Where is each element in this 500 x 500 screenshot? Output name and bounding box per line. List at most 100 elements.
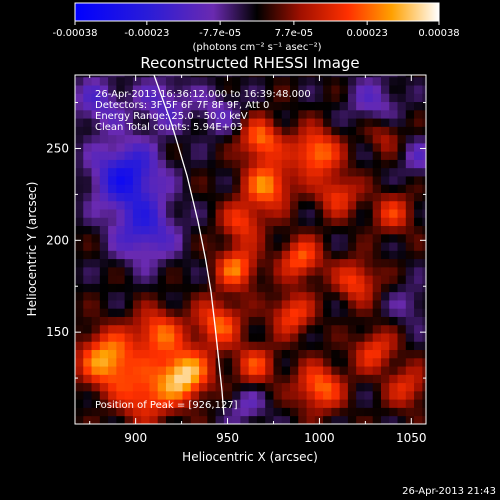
heatmap-cell-785	[165, 266, 175, 276]
heatmap-cell-432	[91, 333, 101, 342]
heatmap-cell-490	[215, 324, 225, 334]
heatmap-cell-1069	[380, 217, 390, 227]
heatmap-cell-393	[124, 341, 134, 351]
heatmap-cell-480	[132, 324, 142, 334]
heatmap-cell-467	[380, 333, 390, 342]
heatmap-cell-247	[339, 374, 349, 384]
heatmap-cell-551	[364, 316, 374, 326]
heatmap-cell-1173	[174, 192, 183, 202]
heatmap-cell-1602	[165, 109, 175, 119]
heatmap-cell-555	[397, 316, 407, 326]
heatmap-cell-15	[199, 415, 208, 424]
heatmap-cell-1409	[347, 151, 357, 160]
heatmap-cell-1048	[207, 217, 216, 227]
heatmap-cell-1114	[397, 209, 407, 218]
heatmap-cell-510	[380, 324, 390, 334]
heatmap-cell-610	[141, 300, 150, 309]
heatmap-cell-1648	[190, 101, 200, 111]
heatmap-cell-1432	[182, 142, 192, 152]
heatmap-cell-484	[165, 324, 175, 334]
heatmap-cell-1700	[265, 93, 274, 103]
heatmap-cell-1695	[223, 93, 233, 103]
heatmap-cell-64	[248, 407, 258, 417]
heatmap-cell-532	[207, 316, 216, 326]
heatmap-cell-912	[149, 242, 159, 251]
heatmap-cell-1444	[281, 142, 291, 152]
heatmap-cell-1146	[306, 200, 316, 210]
heatmap-cell-1826	[240, 75, 250, 78]
heatmap-cell-810	[372, 266, 382, 276]
heatmap-cell-634	[339, 300, 349, 309]
heatmap-cell-598	[397, 308, 407, 317]
heatmap-cell-1225	[248, 184, 258, 193]
heatmap-cell-1268	[248, 176, 258, 185]
heatmap-cell-1216	[174, 184, 183, 193]
heatmap-cell-1232	[306, 184, 316, 193]
heatmap-cell-1540	[364, 126, 374, 136]
heatmap-cell-645	[75, 291, 84, 301]
heatmap-cell-1392	[207, 151, 216, 160]
heatmap-cell-522	[124, 316, 134, 326]
heatmap-cell-782	[141, 266, 150, 276]
heatmap-cell-1665	[331, 101, 341, 111]
heatmap-cell-1053	[248, 217, 258, 227]
heatmap-cell-1290	[75, 167, 84, 177]
heatmap-cell-841	[273, 258, 283, 268]
heatmap-cell-1300	[157, 167, 167, 177]
heatmap-cell-13	[182, 415, 192, 424]
heatmap-cell-1273	[290, 176, 299, 185]
heatmap-cell-740	[149, 275, 159, 284]
heatmap-cell-1802	[397, 76, 407, 86]
heatmap-cell-538	[256, 316, 266, 326]
heatmap-cell-1489	[298, 134, 307, 144]
heatmap-cell-1161	[75, 192, 84, 202]
heatmap-cell-272	[190, 366, 200, 375]
heatmap-cell-213	[414, 382, 423, 392]
heatmap-cell-1343	[157, 159, 167, 169]
heatmap-cell-1798	[364, 76, 374, 86]
heatmap-cell-1558	[157, 118, 167, 127]
heatmap-cell-392	[116, 341, 126, 351]
heatmap-cell-1684	[132, 93, 142, 103]
heatmap-cell-1356	[265, 159, 274, 169]
heatmap-cell-1654	[240, 101, 250, 111]
heatmap-cell-369	[281, 349, 291, 359]
heatmap-cell-66	[265, 407, 274, 417]
heatmap-cell-1403	[298, 151, 307, 160]
heatmap-cell-1086	[165, 209, 175, 218]
heatmap-cell-1587	[397, 118, 407, 127]
heatmap-cell-405	[223, 341, 233, 351]
heatmap-cell-1565	[215, 118, 225, 127]
heatmap-cell-1344	[165, 159, 175, 169]
heatmap-cell-1836	[323, 75, 332, 78]
heatmap-cell-1436	[215, 142, 225, 152]
heatmap-cell-791	[215, 266, 225, 276]
heatmap-cell-1293	[99, 167, 109, 177]
heatmap-cell-1023	[356, 225, 365, 235]
heatmap-cell-226	[165, 374, 175, 384]
heatmap-cell-650	[116, 291, 126, 301]
heatmap-cell-955	[149, 233, 159, 243]
heatmap-cell-402	[199, 341, 208, 351]
heatmap-cell-800	[290, 266, 299, 276]
heatmap-cell-1316	[290, 167, 299, 177]
heatmap-cell-516	[75, 316, 84, 326]
heatmap-cell-1317	[298, 167, 307, 177]
heatmap-cell-1746	[290, 85, 299, 94]
heatmap-cell-896	[372, 250, 382, 260]
heatmap-cell-857	[405, 258, 415, 268]
heatmap-cell-398	[165, 341, 175, 351]
heatmap-cell-1045	[182, 217, 192, 227]
heatmap-cell-135	[124, 390, 134, 400]
heatmap-cell-544	[306, 316, 316, 326]
heatmap-cell-1115	[405, 209, 415, 218]
heatmap-cell-1152	[356, 200, 365, 210]
heatmap-cell-641	[397, 300, 407, 309]
heatmap-cell-615	[182, 300, 192, 309]
heatmap-cell-903	[75, 242, 84, 251]
heatmap-cell-1061	[314, 217, 324, 227]
heatmap-cell-197	[281, 382, 291, 392]
heatmap-cell-1327	[380, 167, 390, 177]
heatmap-cell-445	[199, 333, 208, 342]
heatmap-cell-43	[75, 407, 84, 417]
